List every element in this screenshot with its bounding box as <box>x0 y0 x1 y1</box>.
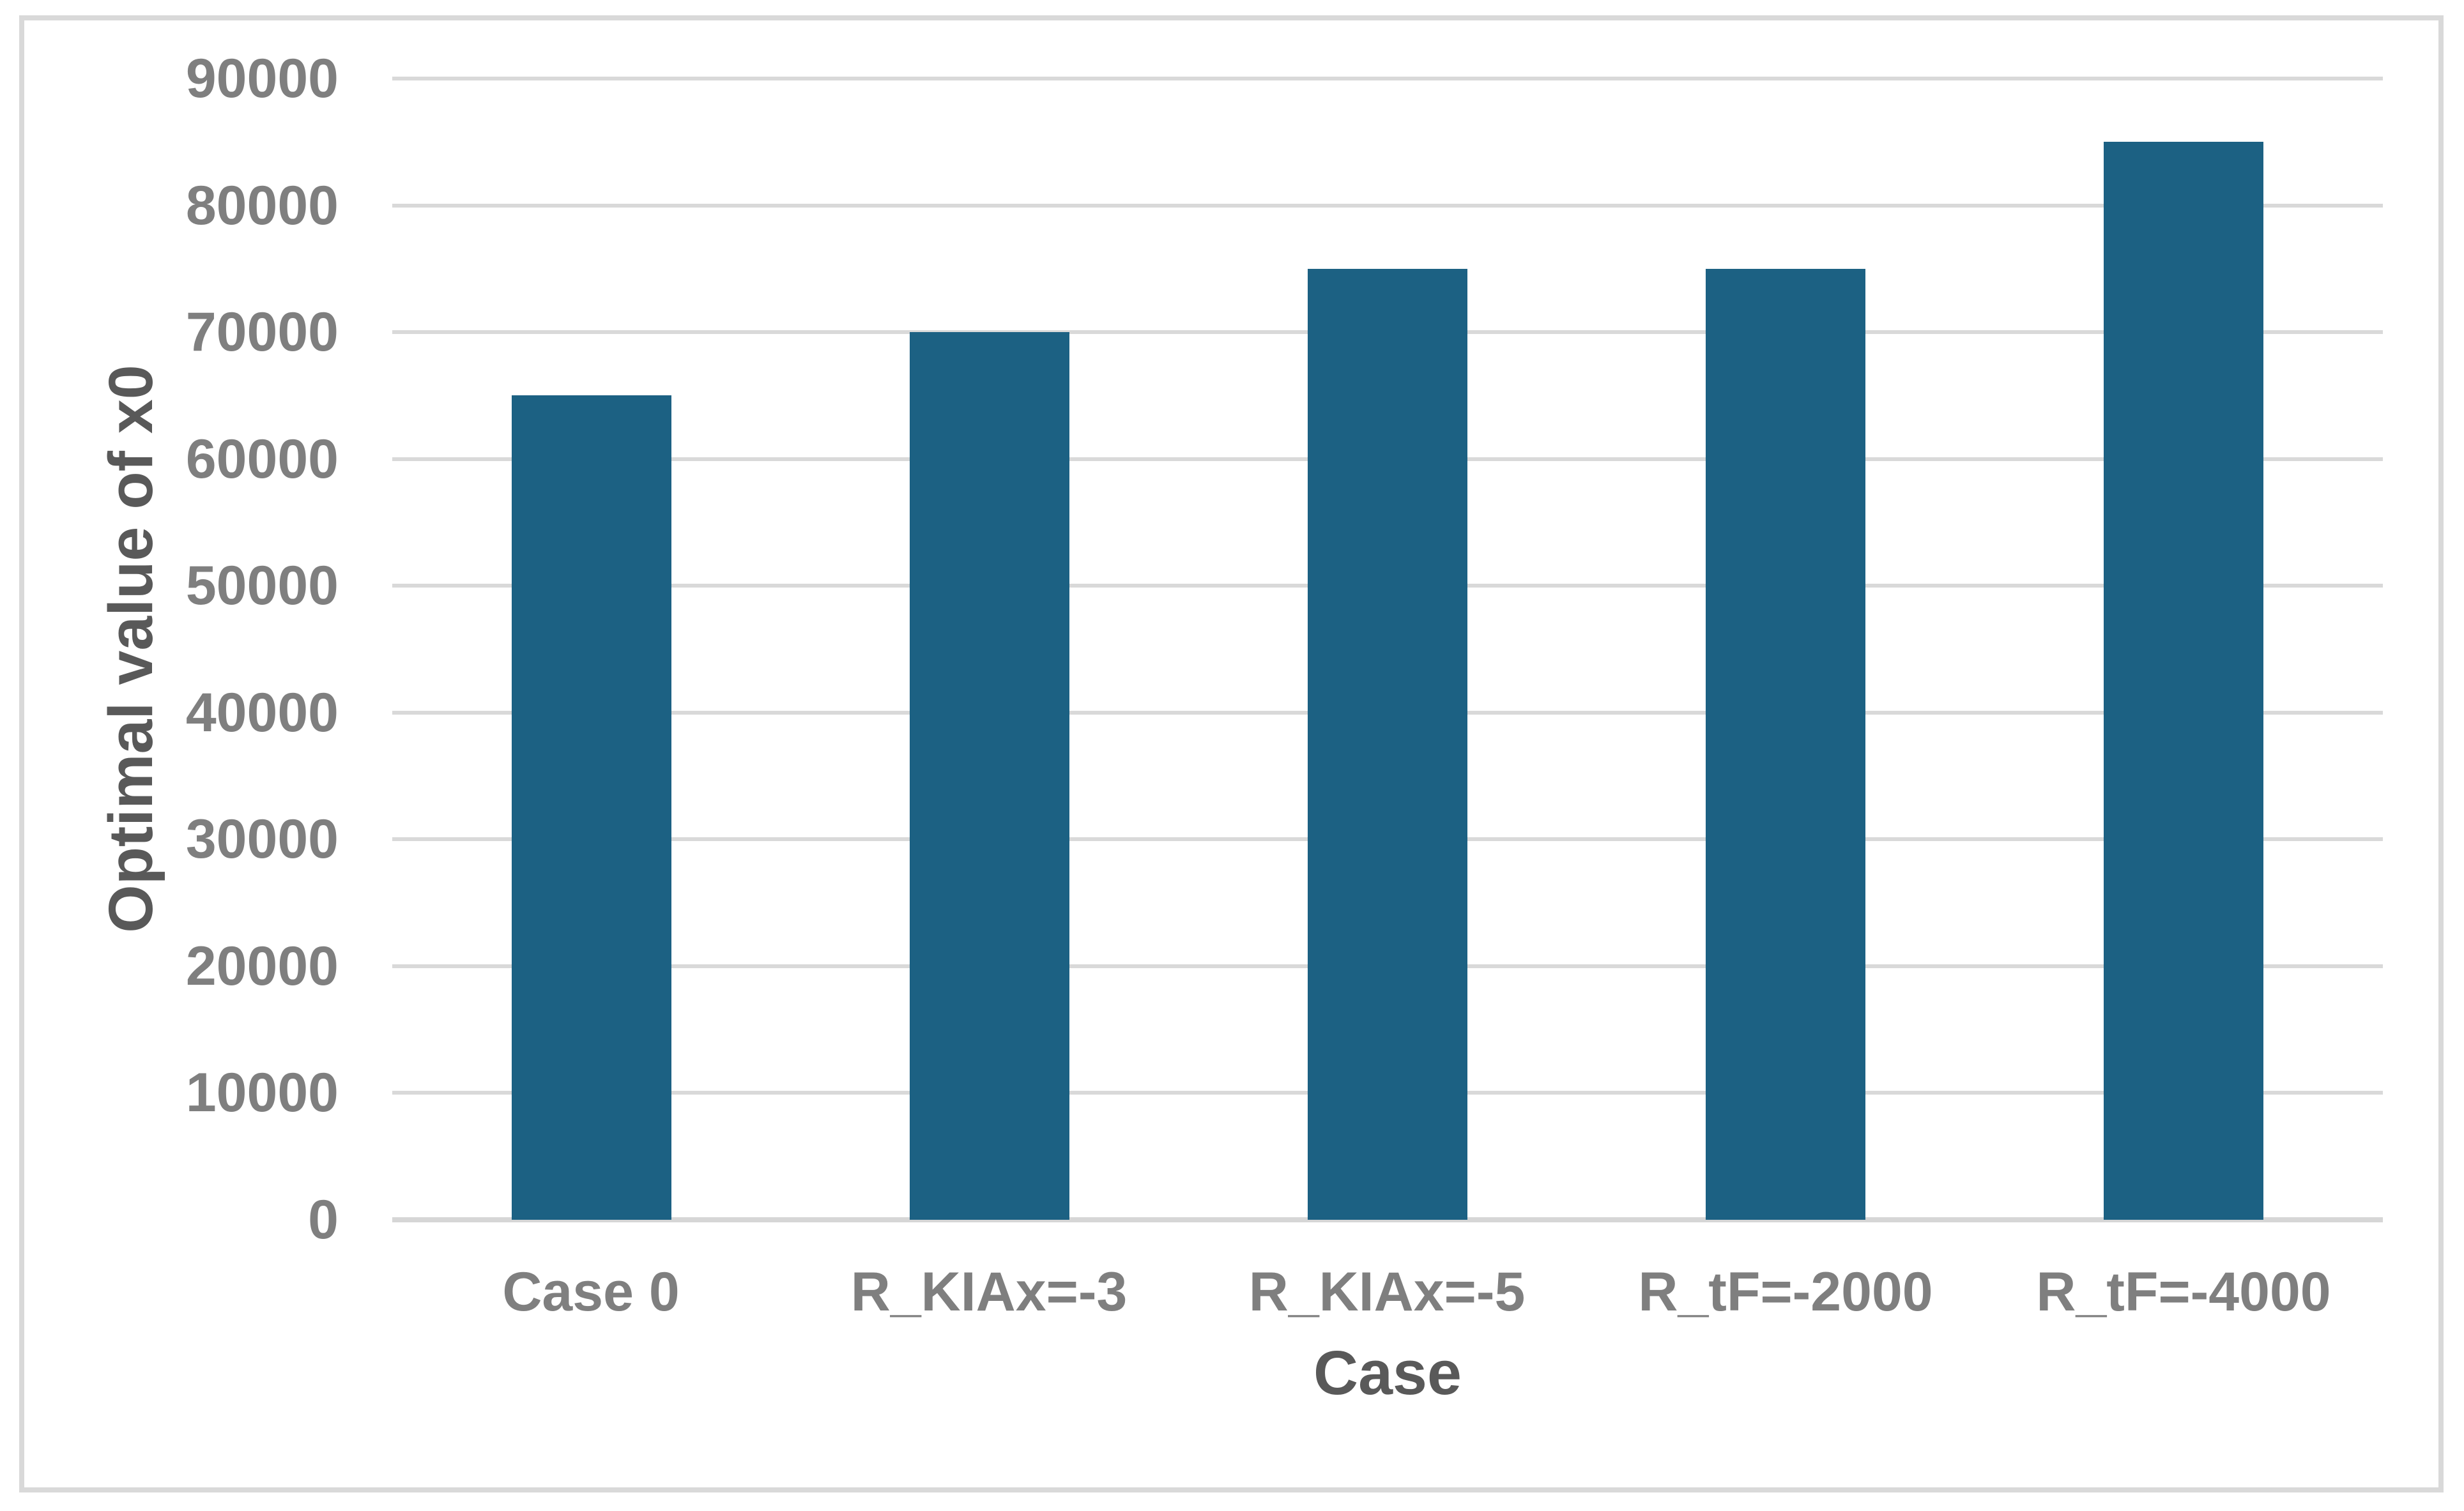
x-axis-title: Case <box>1313 1338 1462 1408</box>
y-tick-label: 70000 <box>185 301 339 363</box>
y-tick-label: 20000 <box>185 936 339 997</box>
y-tick-label: 60000 <box>185 429 339 490</box>
y-axis-title: Optimal value of x0 <box>96 365 165 933</box>
x-category-label: R_tF=-2000 <box>1638 1261 1933 1323</box>
bar-R_tF=-4000 <box>2104 142 2263 1220</box>
x-category-label: R_tF=-4000 <box>2036 1261 2331 1323</box>
gridline <box>392 77 2383 80</box>
bar-R_KIAx=-5 <box>1308 269 1467 1220</box>
bar-R_KIAx=-3 <box>910 332 1069 1220</box>
y-tick-label: 0 <box>308 1189 339 1250</box>
gridline <box>392 204 2383 208</box>
y-tick-label: 30000 <box>185 809 339 870</box>
x-category-label: Case 0 <box>502 1261 680 1323</box>
y-tick-label: 90000 <box>185 48 339 109</box>
x-category-label: R_KIAx=-5 <box>1248 1261 1526 1323</box>
chart-border <box>19 15 2444 1492</box>
x-category-label: R_KIAx=-3 <box>850 1261 1128 1323</box>
y-tick-label: 40000 <box>185 682 339 743</box>
y-tick-label: 50000 <box>185 555 339 616</box>
bar-R_tF=-2000 <box>1706 269 1865 1220</box>
bar-Case 0 <box>512 395 671 1220</box>
x-axis-line <box>392 1217 2383 1222</box>
y-tick-label: 80000 <box>185 175 339 236</box>
plot-area <box>392 77 2383 1222</box>
y-tick-label: 10000 <box>185 1062 339 1123</box>
